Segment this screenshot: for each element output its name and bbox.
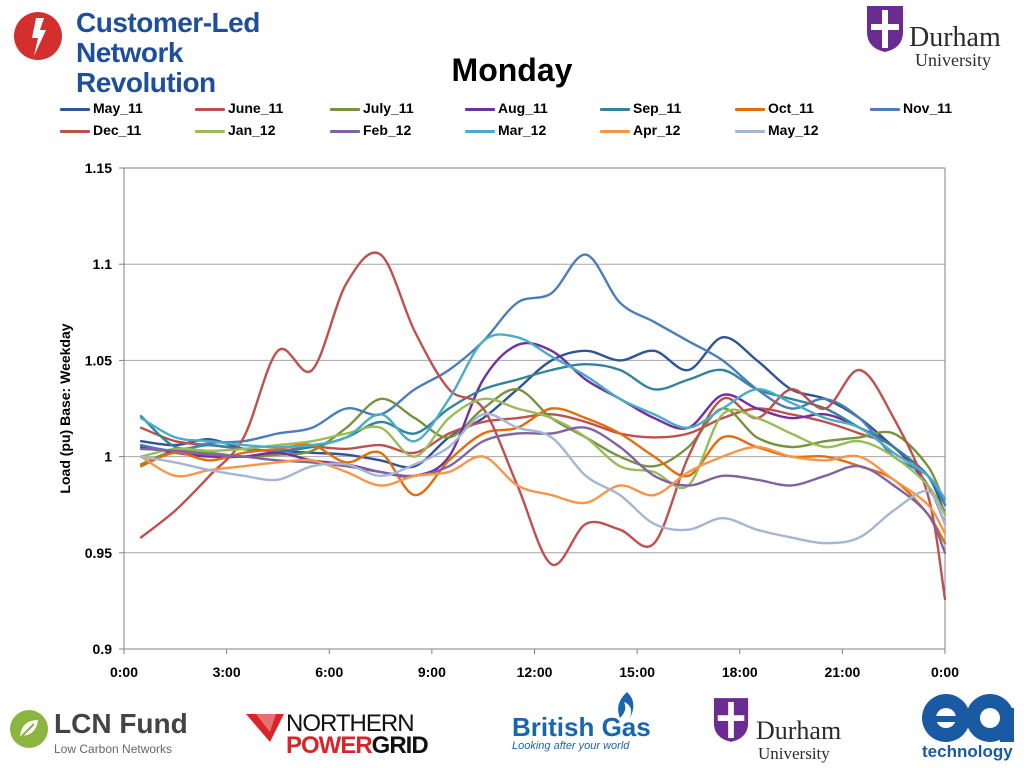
- series-line: [139, 445, 947, 535]
- legend-label: Aug_11: [498, 100, 548, 116]
- durham-name-bottom: Durham: [756, 716, 842, 745]
- footer-logos: LCN Fund Low Carbon Networks NORTHERN PO…: [0, 690, 1024, 768]
- flame-icon: [618, 692, 634, 718]
- x-tick-label: 15:00: [619, 664, 655, 680]
- legend-swatch: [330, 107, 360, 111]
- clnr-line1: Customer-Led Network: [76, 7, 260, 68]
- x-tick-label: 9:00: [418, 664, 446, 680]
- legend-item: Apr_12: [600, 122, 680, 138]
- legend-swatch: [735, 107, 765, 111]
- durham-logo-bottom: Durham University: [712, 696, 872, 763]
- ea-sub: technology: [922, 742, 1013, 761]
- legend-swatch: [60, 107, 90, 111]
- durham-shield-icon: [713, 698, 749, 742]
- legend-label: Oct_11: [768, 100, 814, 116]
- legend-swatch: [735, 129, 765, 133]
- legend-swatch: [870, 107, 900, 111]
- bg-name: British Gas: [512, 712, 651, 742]
- legend-swatch: [195, 129, 225, 133]
- legend-item: May_11: [60, 100, 143, 116]
- npg-bottom: POWERGRID: [286, 732, 429, 760]
- legend-swatch: [600, 129, 630, 133]
- legend-item: Mar_12: [465, 122, 546, 138]
- bg-sub: Looking after your world: [512, 740, 630, 752]
- series-line: [139, 333, 947, 501]
- series-line: [139, 412, 947, 545]
- legend-swatch: [330, 129, 360, 133]
- y-tick-label: 0.9: [93, 641, 113, 657]
- legend-swatch: [600, 107, 630, 111]
- legend-label: Jan_12: [228, 122, 276, 138]
- legend-label: Mar_12: [498, 122, 547, 138]
- series-line: [139, 426, 947, 554]
- npg-top: NORTHERN: [286, 710, 415, 737]
- durham-sub-bottom: University: [758, 744, 830, 763]
- x-tick-label: 6:00: [315, 664, 343, 680]
- series-line: [139, 251, 947, 601]
- lcn-sub: Low Carbon Networks: [54, 742, 173, 756]
- legend-label: July_11: [363, 100, 414, 116]
- x-tick-label: 18:00: [722, 664, 758, 680]
- ea-technology-logo: technology: [920, 690, 1020, 766]
- y-axis-label: Load (pu) Base: Weekday: [57, 323, 73, 493]
- y-tick-label: 1.15: [85, 160, 112, 176]
- clnr-emblem-icon: [14, 12, 62, 60]
- legend-item: June_11: [195, 100, 283, 116]
- legend-label: May_12: [768, 122, 819, 138]
- legend-label: May_11: [93, 100, 143, 116]
- powergrid-arrow-icon: [246, 714, 284, 742]
- durham-logo-top: Durham University: [865, 4, 1020, 70]
- legend-item: Oct_11: [735, 100, 814, 116]
- series-line: [139, 407, 947, 526]
- series-line: [139, 397, 947, 516]
- legend-label: Sep_11: [633, 100, 682, 116]
- y-tick-label: 1.1: [93, 256, 113, 272]
- durham-sub-top: University: [915, 50, 991, 70]
- legend-item: May_12: [735, 122, 819, 138]
- x-tick-label: 0:00: [931, 664, 959, 680]
- x-tick-label: 21:00: [824, 664, 860, 680]
- npg-power: POWER: [286, 732, 373, 759]
- legend-item: Dec_11: [60, 122, 141, 138]
- clnr-logo: Customer-Led Network Revolution: [8, 6, 328, 98]
- lcn-fund-logo: LCN Fund Low Carbon Networks: [8, 708, 198, 764]
- lcn-name: LCN Fund: [54, 708, 188, 739]
- clnr-line2: Revolution: [76, 67, 216, 98]
- x-tick-label: 12:00: [517, 664, 553, 680]
- legend-label: Nov_11: [903, 100, 953, 116]
- legend-label: June_11: [228, 100, 284, 116]
- british-gas-logo: British Gas Looking after your world: [512, 690, 652, 760]
- x-tick-label: 0:00: [110, 664, 138, 680]
- series-line: [139, 336, 947, 516]
- legend-label: Feb_12: [363, 122, 412, 138]
- series-line: [139, 407, 947, 545]
- legend-item: Sep_11: [600, 100, 681, 116]
- series-line: [139, 341, 947, 526]
- line-chart: 0.9 0.95 1 1.05 1.1 1.15 0:00 3:00 6:00 9:00 12:00…: [57, 160, 959, 680]
- legend-item: Jan_12: [195, 122, 275, 138]
- legend-item: Feb_12: [330, 122, 411, 138]
- legend-label: Dec_11: [93, 122, 142, 138]
- legend-swatch: [465, 129, 495, 133]
- ea-mark-icon: [922, 694, 1014, 742]
- legend-swatch: [60, 129, 90, 133]
- legend-swatch: [195, 107, 225, 111]
- legend-label: Apr_12: [633, 122, 681, 138]
- y-tick-label: 1.05: [85, 352, 112, 368]
- y-tick-label: 0.95: [85, 545, 112, 561]
- northern-powergrid-logo: NORTHERN POWERGRID: [246, 710, 436, 760]
- y-tick-label: 1: [104, 449, 112, 465]
- x-tick-label: 3:00: [213, 664, 241, 680]
- series-line: [139, 253, 947, 506]
- durham-name-top: Durham: [909, 22, 1001, 53]
- lcn-leaf-icon: [10, 710, 48, 748]
- clnr-wordmark: Customer-Led Network Revolution: [76, 8, 328, 98]
- durham-shield-icon: [867, 6, 903, 52]
- chart-title: Monday: [451, 52, 573, 88]
- legend-item: Nov_11: [870, 100, 952, 116]
- legend-item: Aug_11: [465, 100, 548, 116]
- npg-grid: GRID: [371, 732, 429, 759]
- legend-item: July_11: [330, 100, 414, 116]
- legend-swatch: [465, 107, 495, 111]
